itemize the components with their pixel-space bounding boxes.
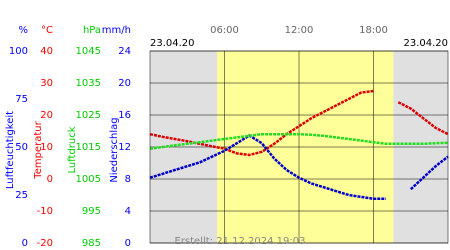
y-tick-label: 40 — [40, 46, 53, 57]
y-tick-label: 1005 — [76, 174, 101, 185]
axis-title: Temperatur — [33, 120, 44, 179]
y-tick-label: -10 — [37, 206, 53, 217]
data-line — [149, 134, 449, 201]
y-tick-label: 100 — [9, 46, 28, 57]
axis-title: Luftdruck — [67, 126, 78, 173]
data-line — [149, 89, 449, 157]
y-tick-label: 1045 — [76, 46, 101, 57]
x-tick-label: 18:00 — [359, 25, 388, 36]
axis-unit: % — [18, 25, 28, 36]
axis-title: Luftfeuchtigkeit — [5, 111, 16, 189]
axis-title: Niederschlag — [109, 117, 120, 182]
x-tick-label: 06:00 — [210, 25, 239, 36]
y-tick-label: -20 — [37, 238, 53, 249]
y-tick-label: 10 — [40, 142, 53, 153]
data-line — [149, 132, 449, 150]
date-right: 23.04.20 — [403, 38, 448, 49]
y-tick-label: 0 — [125, 238, 131, 249]
y-tick-label: 24 — [118, 46, 131, 57]
axis-unit: °C — [41, 25, 53, 36]
y-tick-label: 25 — [15, 190, 28, 201]
y-tick-label: 75 — [15, 94, 28, 105]
axis-unit: mm/h — [102, 25, 131, 36]
y-tick-label: 0 — [22, 238, 28, 249]
y-tick-label: 20 — [40, 110, 53, 121]
y-tick-label: 4 — [125, 206, 131, 217]
y-tick-label: 1025 — [76, 110, 101, 121]
y-tick-label: 16 — [118, 110, 131, 121]
plot-border — [149, 50, 449, 244]
y-tick-label: 50 — [15, 142, 28, 153]
y-tick-label: 12 — [118, 142, 131, 153]
y-tick-label: 985 — [82, 238, 101, 249]
footer: Erstellt: 21.12.2024 19:03 — [175, 236, 306, 247]
date-left: 23.04.20 — [150, 38, 195, 49]
y-tick-label: 30 — [40, 78, 53, 89]
y-tick-label: 1035 — [76, 78, 101, 89]
y-tick-label: 8 — [125, 174, 131, 185]
y-tick-label: 20 — [118, 78, 131, 89]
y-tick-label: 1015 — [76, 142, 101, 153]
y-tick-label: 0 — [47, 174, 53, 185]
x-tick-label: 12:00 — [285, 25, 314, 36]
axis-unit: hPa — [83, 25, 101, 36]
y-tick-label: 995 — [82, 206, 101, 217]
